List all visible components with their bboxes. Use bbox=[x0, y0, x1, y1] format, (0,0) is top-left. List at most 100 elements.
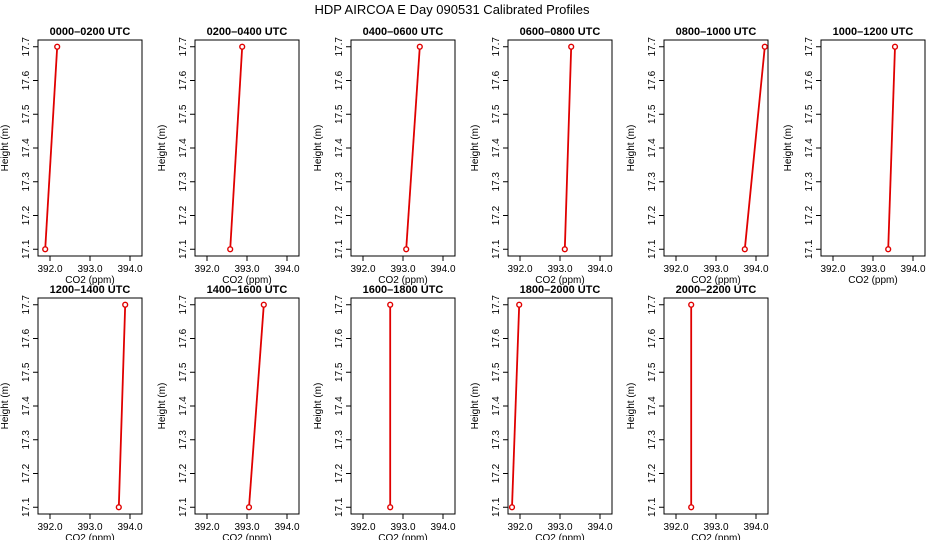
panel-8: 1400–1600 UTC 392.0 393.0 394.0 17.1 17.2 17.3… bbox=[157, 284, 300, 540]
y-tick-label: 17.1 bbox=[647, 497, 658, 517]
x-tick-label: 393.0 bbox=[390, 522, 415, 533]
x-axis-label: CO2 (ppm) bbox=[378, 275, 427, 286]
profile-line bbox=[511, 304, 521, 508]
y-tick-label: 17.7 bbox=[804, 37, 815, 57]
plot-frame bbox=[350, 39, 456, 257]
y-tick-label: 17.5 bbox=[334, 104, 345, 124]
y-axis-label: Height (m) bbox=[0, 125, 11, 172]
y-tick-label: 17.4 bbox=[21, 396, 32, 416]
y-tick-label: 17.3 bbox=[491, 172, 502, 192]
profile-line bbox=[887, 46, 896, 250]
y-tick-label: 17.3 bbox=[334, 430, 345, 450]
x-tick-label: 393.0 bbox=[547, 264, 572, 275]
panel-3: 0400–0600 UTC 392.0 393.0 394.0 17.1 17.2 17.3… bbox=[313, 26, 456, 286]
data-point bbox=[761, 43, 768, 50]
panel-title: 0000–0200 UTC bbox=[50, 26, 131, 38]
y-tick-label: 17.4 bbox=[178, 138, 189, 158]
y-tick-label: 17.1 bbox=[804, 239, 815, 259]
y-tick-label: 17.7 bbox=[21, 295, 32, 315]
y-tick-label: 17.6 bbox=[334, 70, 345, 90]
panel-title: 0400–0600 UTC bbox=[363, 26, 444, 38]
data-point bbox=[245, 504, 253, 511]
data-point bbox=[516, 301, 523, 308]
data-point bbox=[54, 43, 61, 50]
y-tick-label: 17.1 bbox=[21, 239, 32, 259]
plot-frame bbox=[37, 297, 143, 515]
y-tick-label: 17.3 bbox=[21, 430, 32, 450]
y-tick-label: 17.1 bbox=[647, 239, 658, 259]
data-point bbox=[227, 246, 234, 253]
y-tick-label: 17.5 bbox=[178, 104, 189, 124]
y-tick-label: 17.7 bbox=[178, 295, 189, 315]
x-tick-label: 393.0 bbox=[703, 522, 728, 533]
y-tick-label: 17.4 bbox=[334, 396, 345, 416]
x-axis-label: CO2 (ppm) bbox=[691, 533, 740, 540]
panel-1: 0000–0200 UTC 392.0 393.0 394.0 17.1 17.2 17.3… bbox=[0, 26, 143, 286]
y-tick-label: 17.6 bbox=[647, 328, 658, 348]
panel-title: 0600–0800 UTC bbox=[520, 26, 601, 38]
x-tick-label: 393.0 bbox=[390, 264, 415, 275]
data-point bbox=[387, 301, 394, 308]
x-tick-label: 392.0 bbox=[37, 264, 62, 275]
x-tick-label: 394.0 bbox=[743, 264, 768, 275]
y-tick-label: 17.3 bbox=[178, 172, 189, 192]
plot-frame bbox=[194, 39, 300, 257]
y-axis-label: Height (m) bbox=[0, 383, 11, 430]
x-axis-label: CO2 (ppm) bbox=[222, 275, 271, 286]
y-tick-label: 17.4 bbox=[804, 138, 815, 158]
y-tick-label: 17.5 bbox=[647, 362, 658, 382]
data-point bbox=[42, 246, 49, 253]
profile-line bbox=[405, 46, 421, 250]
y-axis-label: Height (m) bbox=[626, 125, 637, 172]
x-tick-label: 394.0 bbox=[274, 264, 299, 275]
y-tick-label: 17.5 bbox=[178, 362, 189, 382]
y-tick-label: 17.5 bbox=[804, 104, 815, 124]
data-point bbox=[508, 504, 516, 511]
panel-grid: 0000–0200 UTC 392.0 393.0 394.0 17.1 17.2 17.3… bbox=[0, 26, 926, 540]
y-tick-label: 17.7 bbox=[334, 37, 345, 57]
plot-frame bbox=[194, 297, 300, 515]
panel-title: 1200–1400 UTC bbox=[50, 284, 131, 296]
data-point bbox=[260, 301, 267, 308]
y-tick-label: 17.5 bbox=[647, 104, 658, 124]
panel-2: 0200–0400 UTC 392.0 393.0 394.0 17.1 17.2 17.3… bbox=[157, 26, 300, 286]
data-point bbox=[891, 43, 899, 50]
y-tick-label: 17.1 bbox=[178, 239, 189, 259]
data-point bbox=[885, 246, 892, 253]
x-tick-label: 394.0 bbox=[900, 264, 925, 275]
y-axis-label: Height (m) bbox=[783, 125, 794, 172]
x-axis-label: CO2 (ppm) bbox=[65, 533, 114, 540]
y-tick-label: 17.6 bbox=[21, 328, 32, 348]
plot-frame bbox=[507, 297, 613, 515]
y-tick-label: 17.4 bbox=[178, 396, 189, 416]
x-tick-label: 394.0 bbox=[117, 264, 142, 275]
y-tick-label: 17.1 bbox=[21, 497, 32, 517]
y-tick-label: 17.1 bbox=[491, 497, 502, 517]
panel-6: 1000–1200 UTC 392.0 393.0 394.0 17.1 17.2 17.3… bbox=[783, 26, 926, 286]
profile-line bbox=[743, 46, 766, 250]
panel-5: 0800–1000 UTC 392.0 393.0 394.0 17.1 17.2 17.3… bbox=[626, 26, 769, 286]
x-axis-label: CO2 (ppm) bbox=[65, 275, 114, 286]
x-tick-label: 392.0 bbox=[194, 522, 219, 533]
x-tick-label: 394.0 bbox=[430, 522, 455, 533]
data-point bbox=[416, 43, 423, 50]
y-tick-label: 17.6 bbox=[647, 70, 658, 90]
y-tick-label: 17.4 bbox=[334, 138, 345, 158]
x-axis-label: CO2 (ppm) bbox=[378, 533, 427, 540]
y-tick-label: 17.6 bbox=[804, 70, 815, 90]
y-axis-label: Height (m) bbox=[157, 125, 168, 172]
y-tick-label: 17.3 bbox=[647, 172, 658, 192]
plot-frame bbox=[37, 39, 143, 257]
y-axis-label: Height (m) bbox=[313, 383, 324, 430]
panel-title: 0200–0400 UTC bbox=[207, 26, 288, 38]
y-tick-label: 17.6 bbox=[21, 70, 32, 90]
y-tick-label: 17.5 bbox=[21, 104, 32, 124]
y-tick-label: 17.3 bbox=[491, 430, 502, 450]
x-tick-label: 392.0 bbox=[507, 522, 532, 533]
y-axis-label: Height (m) bbox=[470, 383, 481, 430]
y-tick-label: 17.2 bbox=[491, 463, 502, 483]
panel-title: 0800–1000 UTC bbox=[676, 26, 757, 38]
y-tick-label: 17.6 bbox=[491, 70, 502, 90]
x-tick-label: 392.0 bbox=[37, 522, 62, 533]
